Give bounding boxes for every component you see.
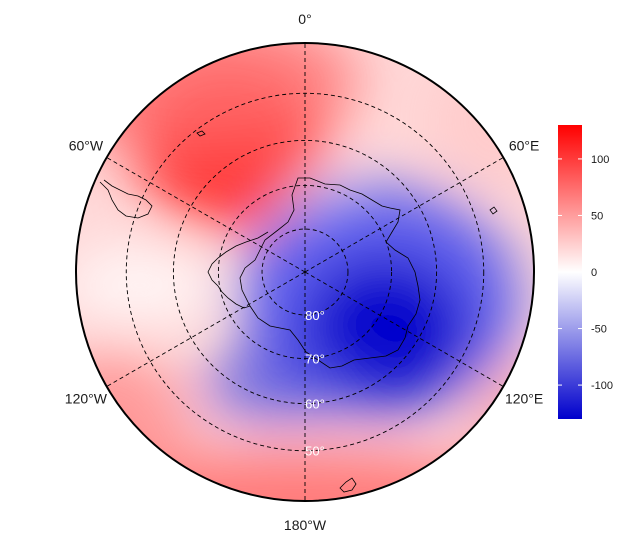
longitude-label: 60°W <box>69 138 104 154</box>
kerguelen <box>489 206 498 215</box>
antarctic-peninsula <box>207 231 269 309</box>
positive-anomaly-ring <box>76 43 360 150</box>
longitude-labels: 0° 60°E 120°E 180°W 120°W 60°W <box>65 11 543 533</box>
latitude-label: 70° <box>305 352 325 367</box>
longitude-label: 0° <box>298 11 311 27</box>
colorbar: 100 50 0 -50 -100 <box>558 125 613 419</box>
colorbar-ticks: 100 50 0 -50 -100 <box>558 154 613 392</box>
latitude-labels: 80° 70° 60° 50° <box>305 308 325 459</box>
latitude-circle-2 <box>172 139 438 405</box>
colorbar-tick-label: 100 <box>591 154 609 166</box>
colorbar-tick-label: 50 <box>591 210 603 222</box>
graticule <box>106 43 504 501</box>
meridian-line-2 <box>304 271 504 387</box>
map-boundary <box>75 42 535 502</box>
latitude-circle-0 <box>261 228 349 316</box>
meridian-line-5 <box>106 157 306 273</box>
longitude-label: 180°W <box>284 517 327 533</box>
new-zealand <box>339 477 357 493</box>
south-america-tip <box>99 179 153 219</box>
meridian-line-1 <box>304 157 504 273</box>
colorbar-tick-label: 0 <box>591 267 597 279</box>
colorbar-tick-label: -50 <box>591 324 607 336</box>
south-georgia <box>196 130 206 137</box>
latitude-label: 80° <box>305 308 325 323</box>
longitude-label: 60°E <box>509 138 540 154</box>
antarctica-coastline <box>239 177 421 369</box>
latitude-label: 50° <box>305 444 325 459</box>
longitude-label: 120°E <box>505 391 543 407</box>
colorbar-tick-label: -100 <box>591 380 613 392</box>
meridian-line-4 <box>106 271 306 387</box>
longitude-label: 120°W <box>65 391 108 407</box>
coastlines <box>99 130 498 493</box>
latitude-label: 60° <box>305 397 325 412</box>
